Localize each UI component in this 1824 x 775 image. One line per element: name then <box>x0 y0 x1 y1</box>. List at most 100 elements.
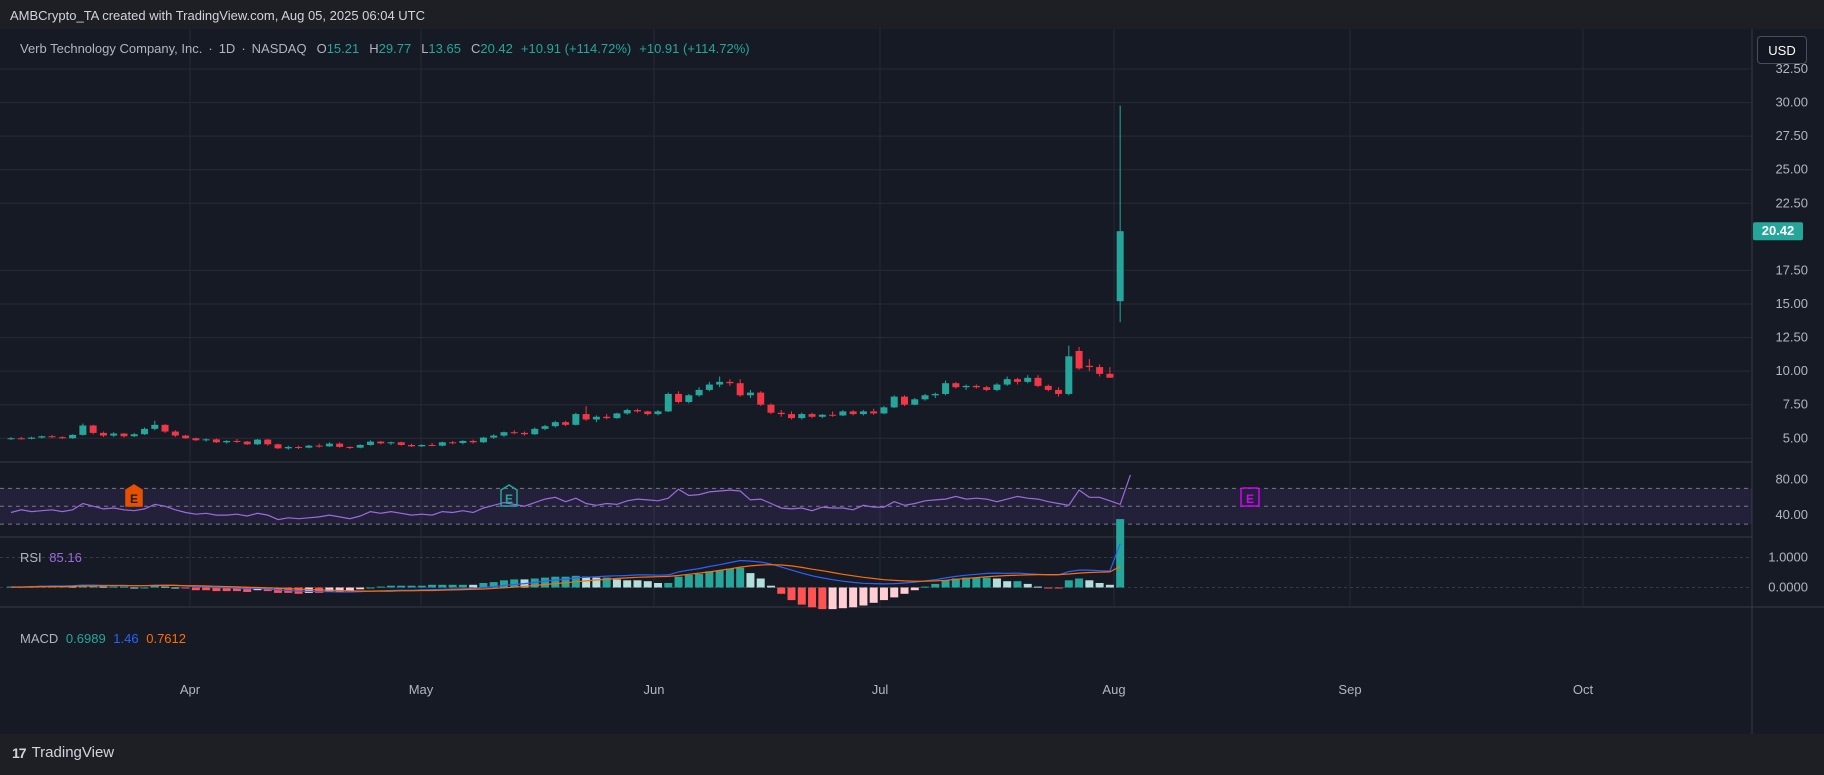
x-axis-label: Jul <box>872 682 889 697</box>
candle-body <box>151 424 159 429</box>
close-label: C <box>470 41 481 56</box>
candle <box>428 442 436 447</box>
candle-body <box>110 433 118 436</box>
candle <box>284 445 292 450</box>
tradingview-logo[interactable]: 17 TradingView <box>12 744 114 761</box>
earnings-marker[interactable]: E <box>125 484 143 507</box>
candle <box>675 391 683 404</box>
earnings-marker-shape <box>1240 487 1260 507</box>
candle <box>870 408 878 415</box>
rsi-axis-label: 80.00 <box>1775 471 1808 486</box>
x-axis-label: Oct <box>1573 682 1594 697</box>
macd-histogram-bar <box>674 576 683 588</box>
candle-body <box>1096 367 1104 374</box>
rsi-line <box>10 474 1131 521</box>
macd-histogram-bar <box>828 587 837 610</box>
x-axis-label: Jun <box>644 682 665 697</box>
candle-body <box>69 434 77 439</box>
macd-histogram-bar <box>1085 580 1094 588</box>
candle <box>521 431 528 436</box>
candle-body <box>377 441 385 444</box>
candle <box>736 379 744 397</box>
candle <box>1106 367 1114 378</box>
macd-histogram-bar <box>941 580 950 588</box>
candle <box>58 436 66 439</box>
candle <box>202 438 210 442</box>
candle-body <box>1075 350 1083 369</box>
macd-histogram-bar <box>212 587 221 592</box>
candle-body <box>695 389 703 396</box>
macd-histogram-bar <box>1044 587 1053 589</box>
candle-body <box>469 440 477 443</box>
currency-button[interactable]: USD <box>1757 36 1807 64</box>
macd-histogram-bar <box>695 574 704 588</box>
candle <box>161 424 169 433</box>
candle <box>48 434 56 438</box>
candle <box>7 437 15 440</box>
tradingview-brand: TradingView <box>31 744 115 761</box>
earnings-marker-shape <box>125 484 143 507</box>
candle-body <box>356 444 364 448</box>
candle-body <box>675 393 683 403</box>
macd-histogram-bar <box>479 583 488 588</box>
candle-body <box>7 438 15 440</box>
macd-histogram-bar <box>951 578 960 588</box>
candle <box>449 440 457 445</box>
exchange-label: NASDAQ <box>251 41 307 56</box>
candle-body <box>305 445 313 448</box>
macd-histogram-bar <box>992 578 1001 588</box>
macd-histogram-bar <box>787 587 796 601</box>
open-label: O <box>316 41 327 56</box>
attribution-text: AMBCrypto_TA created with TradingView.co… <box>10 8 426 23</box>
candle <box>818 414 826 419</box>
candle <box>890 395 898 409</box>
candle-body <box>17 438 25 440</box>
candle <box>110 432 118 437</box>
macd-legend: MACD 0.6989 1.46 0.7612 <box>20 631 186 646</box>
macd-signal-value: 0.7612 <box>146 631 186 646</box>
earnings-marker[interactable]: E <box>500 484 518 507</box>
candle-body <box>1065 356 1073 394</box>
candle-body <box>603 416 611 419</box>
candle-body <box>849 411 857 415</box>
candle-body <box>726 381 734 384</box>
candle-body <box>664 393 672 412</box>
chart-area[interactable]: Apr May Jun Jul Aug Sep Oct 32.50 30.00 27.50 25.0… <box>0 29 1824 734</box>
candle-body <box>130 434 138 437</box>
candle <box>490 434 498 439</box>
macd-histogram-bar <box>736 567 745 588</box>
close-value: 20.42 <box>480 41 513 56</box>
macd-histogram-bar <box>356 587 365 590</box>
candle-body <box>161 424 169 432</box>
candle <box>551 420 559 428</box>
last-price-tag <box>1753 222 1803 241</box>
candle <box>839 410 847 417</box>
earnings-marker[interactable]: E <box>1240 487 1260 507</box>
candle-body <box>880 407 888 414</box>
earnings-marker-shape <box>500 484 518 507</box>
candle <box>408 443 416 447</box>
rsi-value: 85.16 <box>49 550 82 565</box>
candle-body <box>202 439 210 441</box>
macd-histogram-bar <box>900 587 909 594</box>
candle <box>151 420 159 431</box>
candle-body <box>295 446 303 448</box>
chart-svg[interactable]: Apr May Jun Jul Aug Sep Oct 32.50 30.00 27.50 25.0… <box>0 29 1824 734</box>
candle-body <box>1085 365 1093 368</box>
candle-body <box>952 383 960 388</box>
macd-histogram-bar <box>797 587 806 605</box>
macd-histogram-bar <box>171 587 180 589</box>
rsi-name: RSI <box>20 550 42 565</box>
candle-body <box>736 383 744 396</box>
candle-body <box>1055 389 1063 394</box>
candle-body <box>788 414 796 419</box>
candle <box>1116 105 1124 323</box>
candle <box>798 412 806 420</box>
candle-body <box>120 433 128 437</box>
earnings-marker-label: E <box>505 492 513 506</box>
macd-histogram-bar <box>1013 581 1022 588</box>
candle-body <box>633 410 641 412</box>
candle <box>664 392 672 413</box>
macd-histogram-bar <box>407 585 416 588</box>
candle <box>716 376 724 388</box>
